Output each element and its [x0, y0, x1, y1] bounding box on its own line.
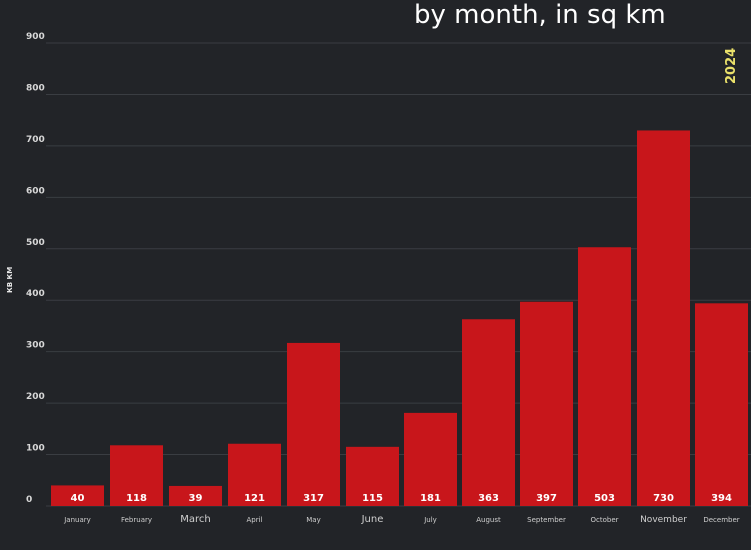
bar-value-label: 397 — [536, 493, 557, 504]
x-category-label: February — [121, 516, 152, 524]
x-category-label: September — [527, 516, 566, 524]
bar-value-label: 394 — [711, 493, 732, 504]
y-tick-label: 500 — [26, 238, 45, 248]
bar — [520, 301, 573, 506]
bar — [228, 443, 281, 506]
bar-value-label: 181 — [420, 493, 441, 504]
bar — [287, 342, 340, 506]
bar — [695, 303, 748, 506]
x-category-label: December — [703, 516, 739, 524]
bar-value-label: 503 — [594, 493, 615, 504]
x-category-label: August — [476, 516, 501, 524]
x-category-label: January — [63, 516, 91, 524]
bar — [462, 319, 515, 506]
bar-value-label: 115 — [362, 493, 383, 504]
x-category-label: November — [640, 515, 687, 525]
bar-value-label: 730 — [653, 493, 674, 504]
x-category-label: May — [306, 516, 320, 524]
y-tick-label: 600 — [26, 186, 45, 196]
y-tick-label: 800 — [26, 83, 45, 93]
bar — [578, 247, 631, 507]
bar-value-label: 363 — [478, 493, 499, 504]
x-category-label: March — [180, 514, 210, 525]
bar — [346, 446, 399, 506]
bar-value-label: 317 — [303, 493, 324, 504]
x-category-label: June — [361, 514, 384, 525]
chart-title: by month, in sq km — [414, 0, 666, 30]
bar-value-label: 40 — [71, 493, 85, 504]
y-tick-label: 900 — [26, 32, 45, 42]
y-tick-label: 400 — [26, 289, 45, 299]
bar — [110, 445, 163, 506]
y-tick-label: 700 — [26, 135, 45, 145]
bar — [51, 485, 104, 506]
bar-value-label: 121 — [244, 493, 265, 504]
y-tick-label: 100 — [26, 444, 45, 454]
y-tick-label: 0 — [26, 495, 32, 505]
y-tick-label: 300 — [26, 341, 45, 351]
x-category-label: October — [590, 516, 618, 524]
y-tick-label: 200 — [26, 392, 45, 402]
x-category-label: April — [247, 516, 263, 524]
bar-value-label: 118 — [126, 493, 147, 504]
bar — [637, 130, 690, 506]
bar — [169, 485, 222, 506]
x-category-label: July — [423, 516, 437, 524]
bar-value-label: 39 — [189, 493, 203, 504]
bar — [404, 412, 457, 506]
